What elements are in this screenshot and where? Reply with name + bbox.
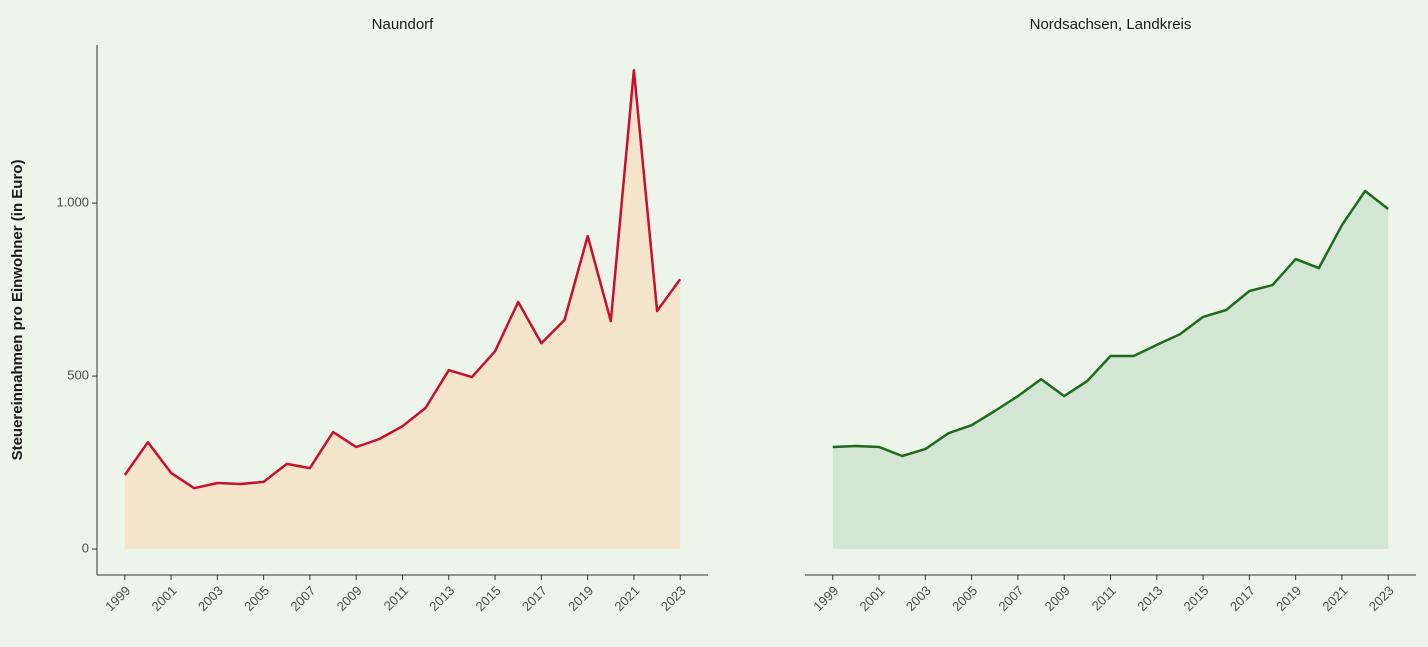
panel-title: Nordsachsen, Landkreis (1030, 16, 1192, 33)
area-fill (124, 70, 681, 550)
y-tick-label: 1.000 (56, 195, 89, 210)
panel-title: Naundorf (372, 16, 435, 33)
line (832, 189, 1389, 458)
y-axis-label: Steuereinnahmen pro Einwohner (in Euro) (9, 160, 26, 461)
y-tick-label: 500 (67, 368, 89, 383)
area-fill (832, 191, 1389, 550)
y-tick-label: 0 (82, 540, 89, 555)
line (123, 69, 682, 490)
